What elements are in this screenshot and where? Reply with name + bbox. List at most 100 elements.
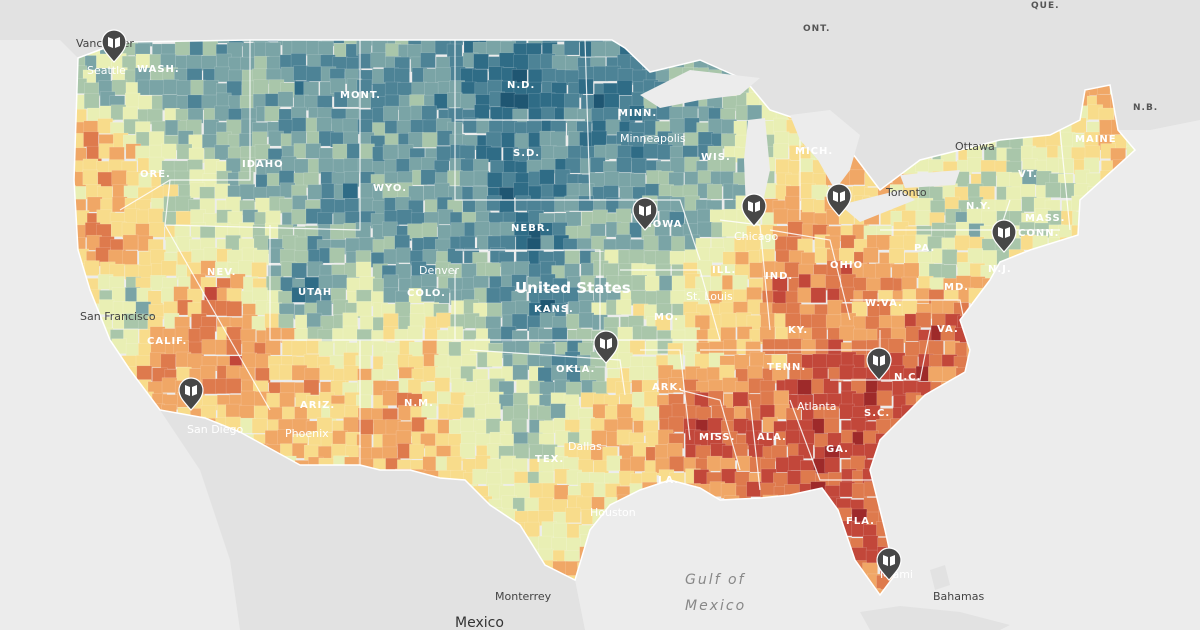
- county-cell[interactable]: [825, 314, 842, 331]
- county-cell[interactable]: [875, 263, 891, 279]
- county-cell[interactable]: [773, 390, 790, 406]
- county-cell[interactable]: [342, 118, 359, 134]
- county-cell[interactable]: [643, 143, 660, 159]
- county-cell[interactable]: [774, 338, 790, 355]
- county-cell[interactable]: [446, 456, 462, 472]
- county-cell[interactable]: [915, 287, 932, 304]
- county-cell[interactable]: [658, 235, 674, 252]
- county-cell[interactable]: [553, 522, 569, 539]
- county-cell[interactable]: [616, 157, 632, 173]
- county-cell[interactable]: [888, 248, 905, 264]
- county-cell[interactable]: [810, 287, 827, 303]
- county-cell[interactable]: [486, 302, 503, 319]
- county-cell[interactable]: [382, 221, 398, 238]
- county-cell[interactable]: [540, 196, 557, 213]
- county-cell[interactable]: [329, 247, 345, 264]
- county-cell[interactable]: [888, 338, 905, 354]
- county-cell[interactable]: [903, 262, 920, 279]
- county-cell[interactable]: [616, 403, 633, 420]
- county-cell[interactable]: [928, 366, 944, 382]
- county-cell[interactable]: [460, 417, 476, 433]
- county-cell[interactable]: [305, 143, 321, 159]
- county-cell[interactable]: [823, 417, 840, 434]
- county-cell[interactable]: [434, 182, 450, 199]
- county-cell[interactable]: [513, 54, 529, 70]
- county-cell[interactable]: [773, 208, 789, 225]
- county-cell[interactable]: [333, 28, 349, 44]
- county-cell[interactable]: [138, 95, 154, 111]
- county-cell[interactable]: [264, 105, 280, 122]
- county-cell[interactable]: [122, 234, 139, 251]
- county-cell[interactable]: [514, 133, 530, 149]
- county-cell[interactable]: [83, 131, 99, 148]
- county-cell[interactable]: [82, 169, 99, 186]
- county-cell[interactable]: [1083, 157, 1100, 173]
- county-cell[interactable]: [550, 27, 567, 42]
- county-cell[interactable]: [825, 275, 841, 291]
- county-cell[interactable]: [199, 326, 216, 342]
- county-cell[interactable]: [667, 442, 683, 459]
- county-cell[interactable]: [306, 312, 323, 329]
- county-cell[interactable]: [486, 146, 502, 163]
- county-cell[interactable]: [422, 339, 438, 355]
- county-cell[interactable]: [277, 91, 294, 107]
- county-cell[interactable]: [980, 171, 997, 187]
- county-cell[interactable]: [810, 274, 826, 290]
- county-cell[interactable]: [513, 443, 530, 459]
- county-cell[interactable]: [148, 208, 164, 224]
- county-cell[interactable]: [839, 364, 855, 381]
- county-cell[interactable]: [603, 93, 620, 109]
- county-cell[interactable]: [670, 157, 686, 173]
- county-cell[interactable]: [202, 378, 218, 395]
- county-cell[interactable]: [485, 418, 502, 434]
- county-cell[interactable]: [201, 339, 218, 355]
- county-cell[interactable]: [485, 403, 501, 419]
- county-cell[interactable]: [591, 41, 607, 57]
- county-cell[interactable]: [671, 236, 687, 252]
- county-cell[interactable]: [331, 274, 348, 290]
- county-cell[interactable]: [615, 234, 632, 250]
- county-cell[interactable]: [474, 221, 490, 237]
- county-cell[interactable]: [359, 276, 375, 292]
- county-cell[interactable]: [747, 104, 763, 121]
- county-cell[interactable]: [202, 40, 219, 57]
- county-cell[interactable]: [512, 364, 529, 381]
- county-cell[interactable]: [485, 40, 502, 56]
- county-cell[interactable]: [265, 42, 281, 58]
- county-cell[interactable]: [318, 340, 334, 357]
- county-cell[interactable]: [616, 80, 633, 96]
- county-cell[interactable]: [382, 390, 398, 406]
- county-cell[interactable]: [317, 41, 334, 57]
- county-cell[interactable]: [644, 406, 660, 423]
- county-cell[interactable]: [214, 144, 231, 161]
- county-cell[interactable]: [941, 249, 958, 265]
- county-cell[interactable]: [706, 455, 723, 472]
- county-cell[interactable]: [473, 53, 489, 70]
- county-cell[interactable]: [671, 403, 688, 420]
- county-cell[interactable]: [200, 365, 216, 382]
- county-cell[interactable]: [122, 250, 138, 266]
- county-cell[interactable]: [578, 195, 594, 212]
- county-cell[interactable]: [291, 209, 307, 225]
- county-cell[interactable]: [928, 340, 944, 357]
- county-cell[interactable]: [707, 417, 724, 434]
- county-cell[interactable]: [669, 456, 685, 472]
- county-cell[interactable]: [344, 198, 361, 214]
- county-cell[interactable]: [342, 312, 358, 328]
- county-cell[interactable]: [500, 468, 517, 485]
- county-cell[interactable]: [343, 365, 360, 382]
- county-cell[interactable]: [901, 299, 918, 316]
- county-cell[interactable]: [395, 247, 412, 264]
- county-cell[interactable]: [564, 93, 580, 109]
- county-cell[interactable]: [330, 224, 346, 240]
- county-cell[interactable]: [407, 325, 424, 342]
- county-cell[interactable]: [160, 353, 177, 370]
- county-cell[interactable]: [342, 183, 359, 199]
- county-cell[interactable]: [472, 468, 488, 485]
- county-cell[interactable]: [1058, 158, 1075, 174]
- county-cell[interactable]: [564, 249, 581, 265]
- county-cell[interactable]: [136, 365, 153, 382]
- county-cell[interactable]: [565, 507, 581, 523]
- county-cell[interactable]: [264, 313, 280, 329]
